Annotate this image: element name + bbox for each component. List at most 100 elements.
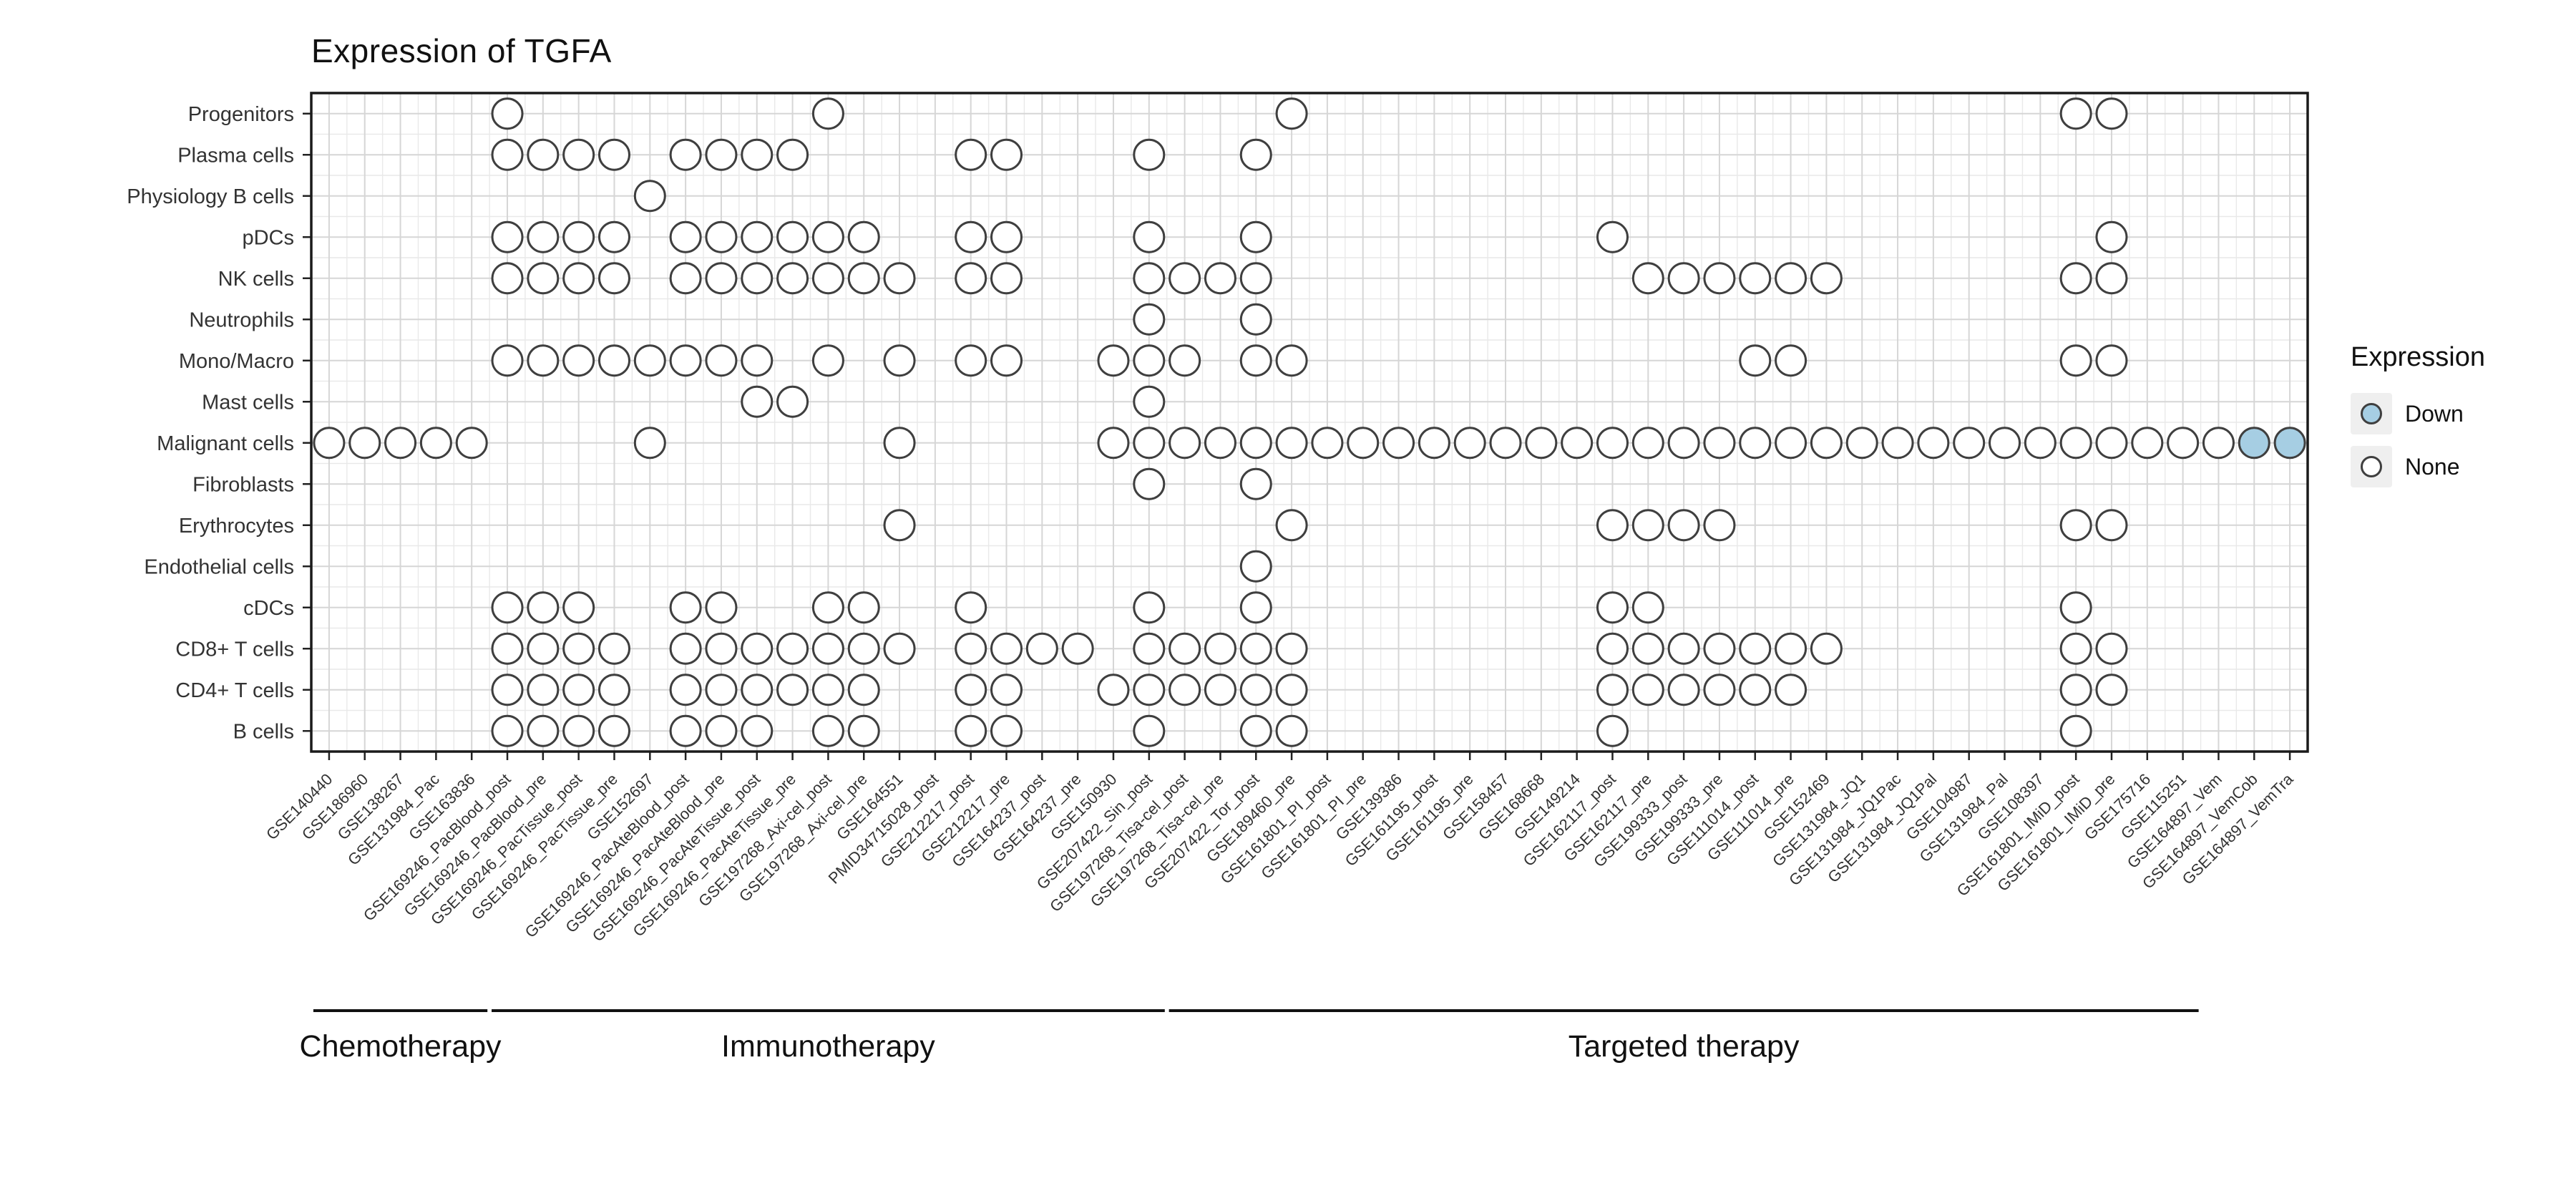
expression-dot-none: [1204, 262, 1236, 295]
expression-dot-none: [1239, 303, 1272, 336]
expression-dot-none: [1667, 427, 1700, 460]
expression-dot-none: [562, 262, 595, 295]
expression-dot-none: [491, 344, 524, 377]
expression-dot-none: [1097, 674, 1130, 706]
expression-dot-none: [491, 138, 524, 171]
expression-dot-none: [955, 344, 987, 377]
expression-dot-none: [491, 591, 524, 624]
y-axis-label: Malignant cells: [157, 432, 294, 455]
expression-dot-none: [1204, 427, 1236, 460]
expression-dot-none: [313, 427, 346, 460]
y-axis-label: B cells: [233, 720, 294, 743]
y-axis-label: Progenitors: [188, 103, 294, 126]
expression-dot-none: [1133, 674, 1166, 706]
y-axis-label: Plasma cells: [177, 144, 294, 167]
expression-dot-none: [1275, 714, 1308, 747]
expression-dot-none: [597, 220, 630, 253]
expression-dot-none: [741, 385, 774, 418]
expression-dot-none: [1133, 344, 1166, 377]
expression-dot-none: [741, 632, 774, 665]
legend-title: Expression: [2351, 342, 2485, 372]
expression-dot-none: [776, 674, 809, 706]
expression-dot-none: [1169, 674, 1201, 706]
expression-dot-none: [1097, 427, 1130, 460]
expression-dot-none: [1525, 427, 1558, 460]
expression-dot-none: [1239, 262, 1272, 295]
expression-dot-none: [1810, 262, 1843, 295]
expression-dot-none: [1667, 674, 1700, 706]
y-axis-label: cDCs: [243, 597, 294, 620]
expression-dot-none: [811, 591, 844, 624]
expression-dot-none: [811, 632, 844, 665]
expression-dot-none: [1418, 427, 1450, 460]
expression-dot-none: [1453, 427, 1486, 460]
expression-dot-none: [811, 714, 844, 747]
y-axis-label: Neutrophils: [189, 308, 294, 331]
expression-dot-none: [1775, 344, 1807, 377]
y-axis-label: Erythrocytes: [179, 515, 294, 538]
expression-dot-none: [527, 674, 560, 706]
therapy-group-label: Immunotherapy: [721, 1029, 935, 1064]
expression-dot-none: [776, 138, 809, 171]
expression-dot-none: [1596, 714, 1629, 747]
expression-dot-none: [1133, 591, 1166, 624]
y-axis-label: Mono/Macro: [179, 350, 294, 373]
expression-dot-none: [527, 714, 560, 747]
expression-dot-none: [1775, 674, 1807, 706]
expression-dot-none: [562, 138, 595, 171]
expression-dot-none: [811, 97, 844, 130]
expression-dot-none: [705, 674, 738, 706]
expression-dot-none: [1382, 427, 1415, 460]
expression-dot-none: [955, 262, 987, 295]
expression-dot-none: [776, 262, 809, 295]
expression-dot-none: [2095, 674, 2128, 706]
expression-dot-none: [633, 427, 666, 460]
expression-dot-none: [1204, 632, 1236, 665]
expression-dot-none: [562, 632, 595, 665]
expression-dot-none: [1596, 674, 1629, 706]
expression-dot-none: [2202, 427, 2235, 460]
expression-dot-none: [669, 262, 702, 295]
expression-dot-none: [527, 344, 560, 377]
expression-dot-none: [1133, 467, 1166, 500]
expression-dot-none: [811, 344, 844, 377]
expression-dot-none: [1881, 427, 1914, 460]
legend-item-label: None: [2405, 453, 2460, 480]
legend-item-none: None: [2351, 446, 2485, 487]
expression-dot-none: [1275, 509, 1308, 542]
expression-dot-none: [1347, 427, 1380, 460]
expression-dot-none: [1596, 427, 1629, 460]
expression-dot-none: [1775, 427, 1807, 460]
therapy-group-label: Chemotherapy: [300, 1029, 502, 1064]
expression-dot-none: [1275, 427, 1308, 460]
expression-dot-none: [597, 138, 630, 171]
expression-dot-none: [2059, 262, 2092, 295]
expression-dot-none: [1204, 674, 1236, 706]
expression-dot-none: [491, 714, 524, 747]
expression-legend: Expression Down None: [2351, 342, 2485, 499]
expression-dot-none: [2059, 97, 2092, 130]
expression-dot-none: [1631, 674, 1664, 706]
expression-dot-none: [1703, 427, 1736, 460]
expression-dot-none: [990, 220, 1023, 253]
expression-dot-none: [1275, 632, 1308, 665]
expression-dot-none: [847, 632, 880, 665]
expression-dot-none: [597, 714, 630, 747]
expression-dot-none: [527, 591, 560, 624]
expression-dot-none: [883, 262, 916, 295]
expression-dot-none: [990, 138, 1023, 171]
expression-dot-none: [2059, 674, 2092, 706]
legend-key-down: [2351, 393, 2392, 434]
expression-dot-none: [741, 220, 774, 253]
expression-dot-none: [1810, 427, 1843, 460]
expression-dot-none: [562, 674, 595, 706]
expression-dot-none: [776, 385, 809, 418]
expression-dot-none: [1703, 632, 1736, 665]
expression-dot-none: [1596, 220, 1629, 253]
expression-dot-none: [883, 509, 916, 542]
expression-dot-none: [597, 674, 630, 706]
expression-dot-none: [990, 714, 1023, 747]
expression-dot-none: [847, 262, 880, 295]
expression-dot-none: [1631, 632, 1664, 665]
expression-dot-none: [1561, 427, 1594, 460]
